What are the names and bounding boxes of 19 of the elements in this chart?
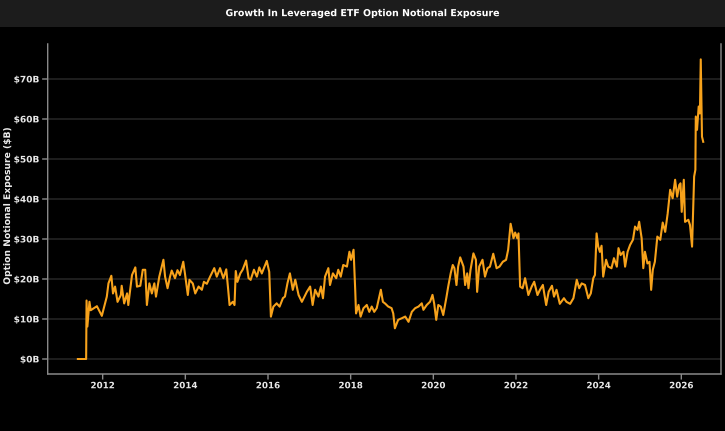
x-tick-label: 2018 bbox=[339, 382, 362, 388]
y-axis-title: Option Notional Exposure ($B) bbox=[3, 128, 12, 284]
x-tick-label: 2014 bbox=[174, 382, 198, 388]
x-tick-label: 2016 bbox=[256, 382, 280, 388]
y-tick-label: $10B bbox=[14, 316, 39, 324]
y-tick-label: $40B bbox=[14, 196, 39, 204]
x-tick-label: 2022 bbox=[504, 382, 528, 388]
y-tick-label: $20B bbox=[14, 276, 39, 284]
x-tick-label: 2020 bbox=[422, 382, 446, 388]
y-tick-label: $30B bbox=[14, 236, 39, 244]
line-series bbox=[76, 58, 704, 360]
x-tick-label: 2026 bbox=[670, 382, 694, 388]
x-tick-label: 2012 bbox=[91, 382, 114, 388]
y-tick-label: $0B bbox=[20, 356, 39, 364]
y-tick-label: $60B bbox=[14, 116, 39, 124]
y-tick-label: $50B bbox=[14, 156, 39, 164]
y-tick-label: $70B bbox=[14, 76, 39, 84]
x-tick-label: 2024 bbox=[587, 382, 610, 388]
chart-title: Growth In Leveraged ETF Option Notional Exposure bbox=[226, 8, 500, 18]
